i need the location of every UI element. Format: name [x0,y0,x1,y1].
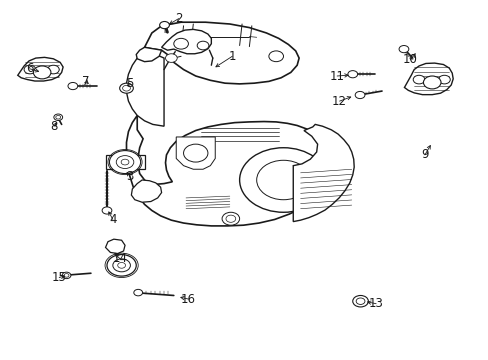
Circle shape [256,160,310,200]
Circle shape [107,255,136,276]
Polygon shape [144,22,299,84]
Polygon shape [176,137,215,169]
Polygon shape [105,155,144,169]
Circle shape [239,148,327,212]
Circle shape [222,212,239,225]
Circle shape [102,207,112,214]
Circle shape [121,159,129,165]
Circle shape [355,298,364,305]
Circle shape [354,91,364,99]
Circle shape [398,45,408,53]
Circle shape [352,296,367,307]
Circle shape [225,215,235,222]
Circle shape [423,76,440,89]
Text: 1: 1 [228,50,236,63]
Circle shape [197,41,208,50]
Circle shape [122,85,130,91]
Circle shape [109,150,141,174]
Polygon shape [136,47,161,62]
Text: 2: 2 [175,12,182,25]
Circle shape [159,22,169,29]
Circle shape [268,51,283,62]
Circle shape [113,259,130,272]
Circle shape [54,114,62,121]
Text: 10: 10 [402,53,417,66]
Circle shape [47,65,59,74]
Text: 15: 15 [52,271,66,284]
Text: 11: 11 [329,69,344,82]
Polygon shape [404,63,452,95]
Text: 6: 6 [26,62,34,75]
Circle shape [183,144,207,162]
Circle shape [68,82,78,90]
Circle shape [120,83,133,93]
Text: 5: 5 [126,77,133,90]
Polygon shape [126,51,163,126]
Circle shape [64,274,69,277]
Text: 4: 4 [109,213,116,226]
Polygon shape [126,116,331,226]
Circle shape [438,75,449,84]
Circle shape [118,262,125,268]
Text: 14: 14 [112,252,127,265]
Text: 9: 9 [420,148,428,161]
Circle shape [24,65,36,74]
Circle shape [33,66,51,79]
Polygon shape [105,239,125,253]
Circle shape [165,54,177,62]
Circle shape [347,71,357,78]
Text: 8: 8 [51,120,58,133]
Text: 3: 3 [126,170,133,183]
Text: 12: 12 [331,95,346,108]
Circle shape [62,272,71,279]
Circle shape [116,156,134,168]
Circle shape [134,289,142,296]
Circle shape [412,75,424,84]
Text: 16: 16 [181,293,196,306]
Polygon shape [18,57,63,81]
Text: 7: 7 [82,75,90,88]
Polygon shape [293,125,353,222]
Polygon shape [131,180,161,202]
Circle shape [56,116,61,119]
Polygon shape [161,30,211,54]
Text: 13: 13 [368,297,383,310]
Circle shape [173,39,188,49]
